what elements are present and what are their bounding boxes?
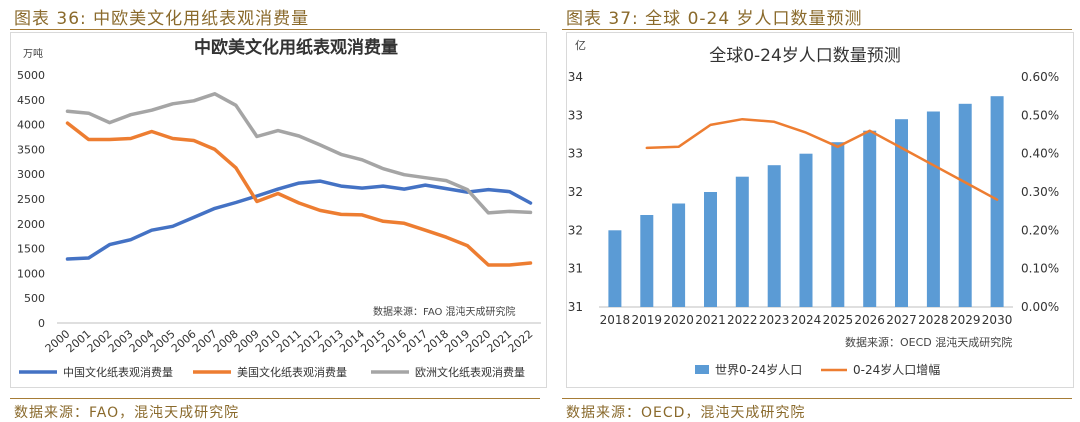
x-tick-label: 2018 [600,313,631,327]
series-line-0 [65,179,533,261]
y-right-tick-label: 0.10% [1021,262,1059,276]
population-combo-chart: 全球0-24岁人口数量预测 亿 31 31 32 32 33 33 34 0.00% 0.10% 0.… [568,39,1059,377]
chart-title: 全球0-24岁人口数量预测 [709,46,901,66]
population-bar [863,130,877,307]
chart-source-note: 数据来源：OECD 混沌天成研究院 [845,335,1012,349]
y-tick-label: 0 [38,317,45,330]
x-tick-label: 2025 [823,313,854,327]
figure-title-36: 图表 36: 中欧美文化用纸表观消费量 [14,9,310,29]
population-bar [767,165,781,307]
y-left-tick-label: 32 [568,185,583,199]
population-bar [990,96,1004,307]
x-tick-label: 2030 [982,313,1013,327]
population-bar [958,103,972,307]
legend-label-line: 0-24岁人口增幅 [853,362,940,377]
figure-title-37: 图表 37: 全球 0-24 岁人口数量预测 [566,9,863,29]
source-rule-left [10,398,540,399]
x-tick-label: 2024 [791,313,822,327]
y-tick-label: 4500 [17,94,45,107]
y-right-tick-label: 0.60% [1021,70,1059,84]
legend-swatch-bar [695,365,709,374]
y-unit-label: 万吨 [23,47,43,60]
y-right-tick-label: 0.00% [1021,300,1059,314]
legend-label-1: 美国文化纸表观消费量 [237,365,347,379]
population-bar [672,203,686,307]
y-left-tick-label: 33 [568,147,583,161]
x-tick-label: 2019 [631,313,662,327]
y-unit-label: 亿 [575,39,586,52]
x-tick-label: 2022 [727,313,758,327]
y-right-tick-label: 0.40% [1021,147,1059,161]
legend-label-2: 欧洲文化纸表观消费量 [415,365,525,379]
consumption-line-chart: 中欧美文化用纸表观消费量 万吨 0 500 1000 1500 2000 2500 3000 35… [17,37,541,379]
y-right-tick-label: 0.20% [1021,223,1059,237]
legend-label-bar: 世界0-24岁人口 [715,362,802,377]
y-tick-label: 2500 [17,193,45,206]
series-line-2 [65,92,533,215]
y-tick-label: 3500 [17,143,45,156]
source-note-right: 数据来源：OECD，混沌天成研究院 [566,405,806,421]
y-left-tick-label: 31 [568,262,583,276]
source-note-left: 数据来源：FAO，混沌天成研究院 [14,405,240,421]
x-tick-label: 2029 [950,313,981,327]
chart-source-note: 数据来源：FAO 混沌天成研究院 [373,305,516,318]
chart-panel-right: 全球0-24岁人口数量预测 亿 31 31 32 32 33 33 34 0.00% 0.10% 0.… [566,32,1074,388]
source-rule-right [562,398,1072,399]
x-tick-label: 2026 [854,313,885,327]
series-line-1 [65,121,533,267]
y-tick-label: 500 [24,292,45,305]
population-bar [831,142,845,307]
y-tick-label: 1000 [17,267,45,280]
x-tick-label: 2021 [695,313,726,327]
population-bar [926,111,940,307]
legend-label-0: 中国文化纸表观消费量 [63,365,173,379]
population-bar [799,153,813,307]
y-tick-label: 3000 [17,168,45,181]
y-left-tick-label: 32 [568,223,583,237]
title-rule-left [10,29,540,30]
population-bar [608,230,622,307]
x-tick-label: 2023 [759,313,790,327]
chart-title: 中欧美文化用纸表观消费量 [194,37,398,58]
y-right-tick-label: 0.50% [1021,108,1059,122]
population-bar [735,176,749,307]
y-left-tick-label: 34 [568,70,583,84]
y-left-tick-label: 31 [568,300,583,314]
title-rule-right [562,29,1072,30]
y-left-tick-label: 33 [568,108,583,122]
x-tick-label: 2027 [886,313,917,327]
x-tick-label: 2028 [918,313,949,327]
population-bar [895,119,908,307]
y-tick-label: 1500 [17,243,45,256]
chart-panel-left: 中欧美文化用纸表观消费量 万吨 0 500 1000 1500 2000 2500 3000 35… [10,32,547,388]
x-tick-label: 2020 [663,313,694,327]
y-tick-label: 5000 [17,69,45,82]
population-bar [640,215,654,307]
y-right-tick-label: 0.30% [1021,185,1059,199]
y-tick-label: 4000 [17,119,45,132]
y-tick-label: 2000 [17,218,45,231]
growth-rate-line [645,117,999,201]
x-tick-label: 2022 [506,327,536,355]
population-bar [704,192,717,307]
